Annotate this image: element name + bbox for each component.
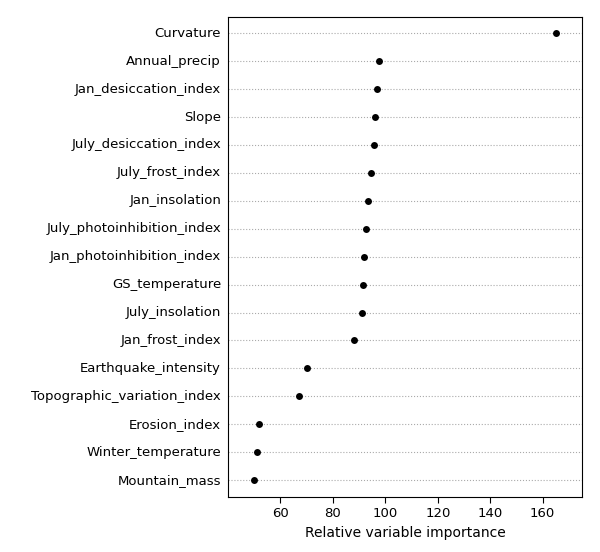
Text: Curvature: Curvature xyxy=(155,27,221,40)
Text: Jan_frost_index: Jan_frost_index xyxy=(121,334,221,347)
Text: July_insolation: July_insolation xyxy=(125,306,221,319)
Point xyxy=(373,85,382,94)
Text: Jan_desiccation_index: Jan_desiccation_index xyxy=(75,83,221,95)
Point xyxy=(302,364,311,373)
Point xyxy=(361,224,370,233)
Text: GS_temperature: GS_temperature xyxy=(112,278,221,291)
Point xyxy=(551,29,560,38)
Text: Slope: Slope xyxy=(184,110,221,124)
Text: Topographic_variation_index: Topographic_variation_index xyxy=(31,390,221,403)
Text: Mountain_mass: Mountain_mass xyxy=(118,474,221,486)
Text: Erosion_index: Erosion_index xyxy=(129,418,221,431)
Point xyxy=(349,336,359,345)
Point xyxy=(357,308,367,317)
Point xyxy=(254,420,264,428)
Text: Earthquake_intensity: Earthquake_intensity xyxy=(80,362,221,375)
Text: Jan_insolation: Jan_insolation xyxy=(129,194,221,208)
Text: July_frost_index: July_frost_index xyxy=(117,166,221,179)
Text: Winter_temperature: Winter_temperature xyxy=(86,445,221,459)
Point xyxy=(252,448,262,457)
Text: Annual_precip: Annual_precip xyxy=(127,55,221,68)
Point xyxy=(294,392,304,401)
Text: Jan_photoinhibition_index: Jan_photoinhibition_index xyxy=(50,250,221,263)
Point xyxy=(370,113,380,121)
Point xyxy=(250,476,259,485)
Point xyxy=(358,280,368,289)
X-axis label: Relative variable importance: Relative variable importance xyxy=(305,526,505,540)
Point xyxy=(366,168,376,177)
Text: July_desiccation_index: July_desiccation_index xyxy=(71,139,221,151)
Point xyxy=(374,57,383,66)
Point xyxy=(359,252,369,261)
Text: July_photoinhibition_index: July_photoinhibition_index xyxy=(46,222,221,235)
Point xyxy=(364,197,373,205)
Point xyxy=(369,141,379,150)
